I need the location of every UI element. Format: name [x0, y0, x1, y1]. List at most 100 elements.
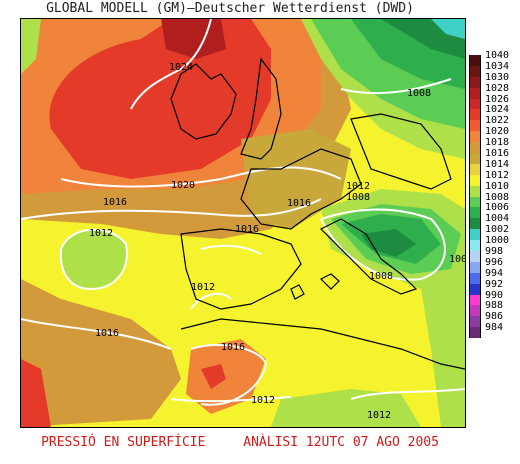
legend-row: 988 — [469, 300, 519, 317]
isobar-label-1024: 1024 — [169, 62, 194, 73]
isobar-label-1012-southeast: 1012 — [367, 410, 392, 421]
isobar-label-1016-africa: 1016 — [221, 342, 246, 353]
legend-label: 988 — [485, 300, 504, 312]
legend-label: 1026 — [485, 93, 510, 105]
legend-row: 1020 — [469, 126, 519, 143]
footer-variable: PRESSIÓ EN SUPERFÍCIE — [41, 435, 206, 450]
legend-row: 1004 — [469, 213, 519, 230]
legend-swatch — [469, 98, 481, 110]
legend-row: 1040 — [469, 50, 519, 66]
pressure-map: 1024 1008 1020 1016 1012 1008 1016 1012 … — [20, 18, 466, 428]
legend-label: 1016 — [485, 148, 510, 160]
legend-swatch — [469, 240, 481, 252]
legend-row: 1006 — [469, 202, 519, 219]
map-title: GLOBAL MODELL (GM)—Deutscher Wetterdiens… — [46, 1, 414, 16]
legend-swatch — [469, 207, 481, 219]
map-footer: PRESSIÓ EN SUPERFÍCIE ANÀLISI 12UTC 07 A… — [0, 432, 480, 454]
legend-swatch — [469, 229, 481, 241]
legend-swatch — [469, 251, 481, 262]
legend-label: 1000 — [485, 235, 510, 247]
legend-row: 1002 — [469, 224, 519, 241]
legend-swatch — [469, 163, 481, 175]
legend-swatch — [469, 196, 481, 208]
legend-label: 994 — [485, 267, 504, 279]
legend-swatch — [469, 218, 481, 230]
legend-label: 1034 — [485, 60, 510, 72]
legend-label: 1030 — [485, 71, 510, 83]
legend-row: 984 — [469, 322, 519, 339]
legend-row: 1034 — [469, 61, 519, 77]
legend-label: 984 — [485, 322, 504, 334]
legend-row: 1010 — [469, 181, 519, 197]
legend-row: 1000 — [469, 235, 519, 252]
legend-label: 1006 — [485, 202, 510, 214]
color-legend: 1040 1034 1030 1028 1026 1024 1022 1020 1018 1016… — [469, 50, 519, 339]
legend-swatch — [469, 261, 481, 273]
isobar-label-1008-italy: 1008 — [369, 271, 394, 282]
isobar-label-1008-north: 1008 — [407, 88, 432, 99]
isobar-label-1012-center: 1012 — [346, 181, 371, 192]
legend-label: 1028 — [485, 82, 510, 94]
legend-label: 986 — [485, 311, 504, 323]
legend-row: 1030 — [469, 72, 519, 88]
legend-label: 1012 — [485, 169, 510, 181]
legend-swatch — [469, 87, 481, 99]
legend-swatch — [469, 142, 481, 154]
legend-swatch — [469, 316, 481, 328]
legend-label: 1040 — [485, 50, 510, 61]
isobar-label-1012-atlantic: 1012 — [89, 228, 114, 239]
legend-swatch — [469, 65, 481, 77]
isobar-label-1020: 1020 — [171, 180, 196, 191]
legend-swatch — [469, 120, 481, 132]
isobar-label-1012-spain: 1012 — [191, 282, 216, 293]
legend-row: 992 — [469, 279, 519, 295]
legend-row: 998 — [469, 246, 519, 262]
legend-label: 1002 — [485, 224, 510, 236]
legend-row: 1008 — [469, 192, 519, 208]
legend-row: 1018 — [469, 137, 519, 154]
legend-label: 992 — [485, 278, 504, 290]
legend-swatch — [469, 131, 481, 143]
isobar-label-1016-southwest: 1016 — [95, 328, 120, 339]
legend-label: 1022 — [485, 115, 510, 127]
legend-label: 1018 — [485, 137, 510, 149]
isobar-label-1016-west: 1016 — [103, 197, 128, 208]
legend-swatch — [469, 283, 481, 295]
legend-label: 998 — [485, 246, 504, 258]
legend-swatch — [469, 185, 481, 197]
legend-swatch — [469, 153, 481, 164]
legend-swatch — [469, 305, 481, 317]
legend-label: 996 — [485, 256, 504, 268]
legend-label: 1010 — [485, 180, 510, 192]
legend-label: 1014 — [485, 158, 510, 170]
legend-swatch — [469, 109, 481, 121]
legend-swatch — [469, 174, 481, 186]
legend-row: 994 — [469, 268, 519, 284]
legend-swatch — [469, 294, 481, 306]
legend-row: 1028 — [469, 83, 519, 99]
legend-row: 1014 — [469, 159, 519, 175]
legend-label: 1024 — [485, 104, 510, 116]
legend-swatch — [469, 76, 481, 88]
legend-swatch — [469, 327, 481, 339]
legend-row: 1022 — [469, 115, 519, 132]
legend-row: 1024 — [469, 104, 519, 121]
legend-swatch — [469, 55, 481, 66]
isobar-label-1008-center: 1008 — [346, 192, 371, 203]
legend-row: 996 — [469, 257, 519, 273]
legend-row: 986 — [469, 311, 519, 328]
legend-label: 1020 — [485, 126, 510, 138]
isobar-label-1012-south: 1012 — [251, 395, 276, 406]
legend-row: 990 — [469, 290, 519, 306]
legend-label: 1004 — [485, 213, 510, 225]
legend-label: 1008 — [485, 191, 510, 203]
pressure-field — [21, 19, 465, 427]
isobar-label-1016-france: 1016 — [287, 198, 312, 209]
legend-row: 1026 — [469, 94, 519, 110]
footer-analysis-time: ANÀLISI 12UTC 07 AGO 2005 — [243, 435, 439, 450]
legend-label: 990 — [485, 289, 504, 301]
isobar-label-1016-iberia: 1016 — [235, 224, 260, 235]
legend-row: 1012 — [469, 170, 519, 186]
legend-row: 1016 — [469, 148, 519, 164]
legend-swatch — [469, 272, 481, 284]
